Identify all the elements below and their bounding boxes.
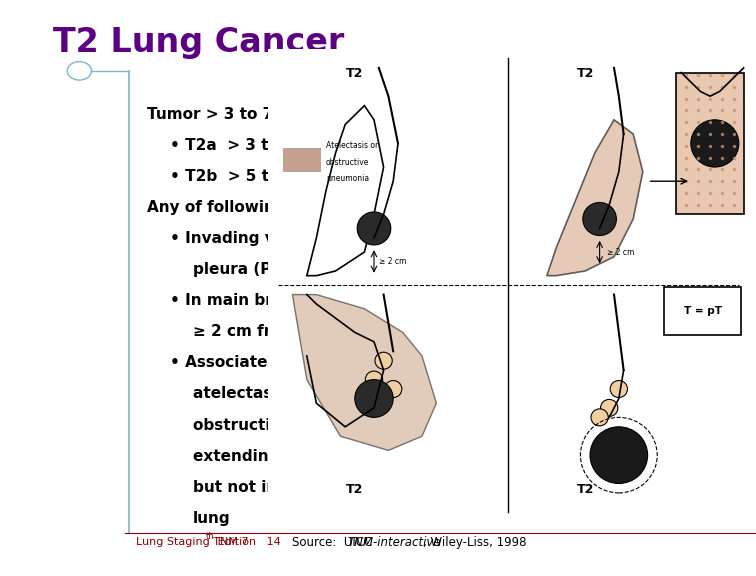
- Text: lung: lung: [193, 511, 231, 526]
- Text: obstructive: obstructive: [326, 158, 370, 166]
- Circle shape: [590, 427, 648, 483]
- Text: T2 Lung Cancer: T2 Lung Cancer: [53, 26, 344, 59]
- FancyBboxPatch shape: [677, 73, 744, 214]
- Text: Any of following:: Any of following:: [147, 200, 293, 215]
- Text: • Associated with: • Associated with: [170, 355, 321, 370]
- Circle shape: [591, 409, 609, 426]
- Text: , Wiley-Liss, 1998: , Wiley-Liss, 1998: [423, 536, 527, 549]
- Circle shape: [691, 120, 739, 167]
- Text: but not involving entire: but not involving entire: [193, 480, 396, 495]
- Text: • T2a  > 3 to 5 cm: • T2a > 3 to 5 cm: [170, 138, 325, 153]
- Text: T2: T2: [346, 67, 364, 80]
- Polygon shape: [293, 294, 436, 450]
- Text: pneumonia: pneumonia: [326, 174, 369, 183]
- Text: extending to hilar region: extending to hilar region: [193, 449, 407, 464]
- Text: • In main bronchus: • In main bronchus: [170, 293, 334, 308]
- Text: T2: T2: [577, 67, 594, 80]
- Text: Source:  UICC: Source: UICC: [293, 536, 376, 549]
- Text: T = pT: T = pT: [684, 306, 722, 316]
- FancyBboxPatch shape: [665, 287, 741, 335]
- Circle shape: [583, 203, 616, 236]
- Text: pleura (PL1, PL2): pleura (PL1, PL2): [193, 262, 340, 277]
- Text: ≥ 2 cm: ≥ 2 cm: [607, 248, 634, 256]
- Text: • T2b  > 5 to 7 cm: • T2b > 5 to 7 cm: [170, 169, 326, 184]
- Text: TNM-interactive: TNM-interactive: [348, 536, 442, 549]
- Circle shape: [600, 399, 618, 416]
- Text: atelectasis or: atelectasis or: [193, 386, 309, 401]
- Text: Lung Staging TNM 7: Lung Staging TNM 7: [136, 537, 249, 547]
- Text: T2: T2: [577, 483, 594, 496]
- Circle shape: [375, 352, 392, 369]
- Text: Atelectasis or: Atelectasis or: [326, 141, 378, 150]
- Text: obstructive pneumonitis: obstructive pneumonitis: [193, 418, 403, 433]
- Circle shape: [385, 381, 402, 397]
- Text: th: th: [206, 532, 214, 541]
- Circle shape: [610, 381, 627, 397]
- Text: ≥ 2 cm: ≥ 2 cm: [379, 257, 406, 266]
- Circle shape: [365, 371, 383, 388]
- Text: ≥ 2 cm from carina: ≥ 2 cm from carina: [193, 324, 356, 339]
- Text: Tumor > 3 to 7 cm in size: Tumor > 3 to 7 cm in size: [147, 107, 364, 122]
- Circle shape: [357, 212, 391, 245]
- Text: Edition   14: Edition 14: [214, 537, 280, 547]
- Circle shape: [355, 380, 393, 418]
- Polygon shape: [547, 120, 643, 276]
- Text: • Invading visceral: • Invading visceral: [170, 231, 331, 246]
- Bar: [283, 148, 321, 172]
- Text: T2: T2: [346, 483, 364, 496]
- Polygon shape: [307, 105, 383, 276]
